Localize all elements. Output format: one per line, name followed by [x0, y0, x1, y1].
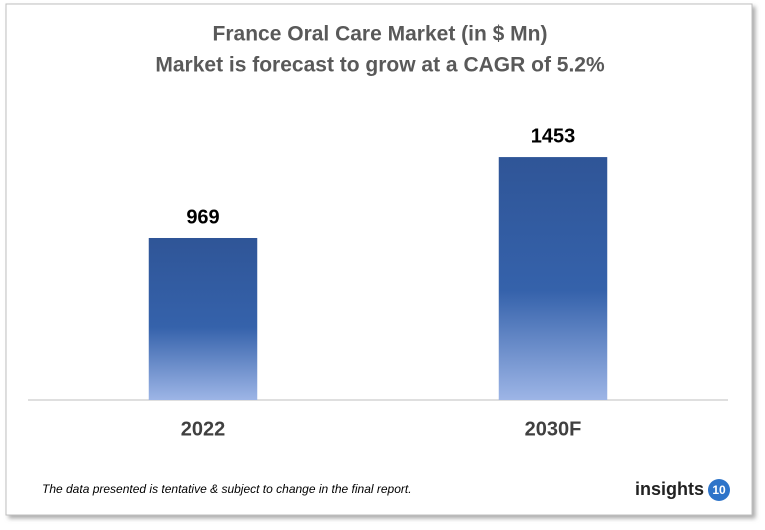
data-label: 969 [186, 206, 219, 228]
bar [498, 157, 608, 400]
logo-badge-text: 10 [712, 483, 726, 497]
logo-text: insights [635, 479, 704, 499]
bar [148, 237, 258, 400]
logo-badge [708, 479, 730, 501]
data-label: 1453 [531, 125, 576, 147]
chart-subtitle: Market is forecast to grow at a CAGR of … [155, 54, 605, 77]
footnote: The data presented is tentative & subjec… [42, 482, 412, 496]
frame [5, 3, 753, 516]
x-tick-label: 2030F [525, 418, 582, 440]
x-tick-label: 2022 [181, 418, 226, 440]
chart-title: France Oral Care Market (in $ Mn) [213, 23, 548, 46]
